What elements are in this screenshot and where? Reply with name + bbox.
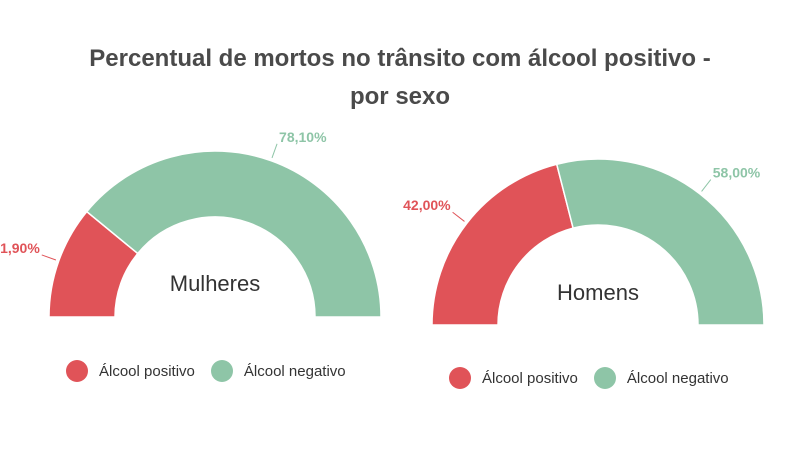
legend-swatch-negativo — [210, 360, 233, 382]
legend-mulheres: Álcool positivo Álcool negativo — [66, 360, 362, 382]
legend-swatch-positivo — [449, 367, 471, 389]
data-label-homens-alcool-positivo: 42,00% — [403, 197, 451, 213]
label-connector-homens-alcool-positivo — [452, 211, 465, 222]
legend-swatch-negativo — [593, 367, 616, 389]
slice-homens-alcool-negativo[interactable] — [555, 158, 765, 326]
legend-homens: Álcool positivo Álcool negativo — [449, 367, 745, 389]
slice-homens-alcool-positivo[interactable] — [431, 163, 575, 326]
legend-item-negativo[interactable]: Álcool negativo — [210, 360, 346, 382]
legend-item-positivo[interactable]: Álcool positivo — [66, 360, 195, 382]
center-label-homens: Homens — [557, 280, 639, 305]
chart-title-line-1: Percentual de mortos no trânsito com álc… — [89, 45, 711, 72]
legend-label-negativo: Álcool negativo — [626, 369, 729, 387]
slice-mulheres-alcool-negativo[interactable] — [85, 150, 382, 318]
label-connector-mulheres-alcool-negativo — [271, 143, 278, 159]
data-label-homens-alcool-negativo: 58,00% — [713, 165, 761, 181]
legend-item-negativo[interactable]: Álcool negativo — [593, 367, 729, 389]
label-connector-mulheres-alcool-positivo — [41, 254, 57, 261]
legend-label-negativo: Álcool negativo — [243, 362, 346, 380]
legend-item-positivo[interactable]: Álcool positivo — [449, 367, 578, 389]
legend-swatch-positivo — [66, 360, 88, 382]
data-label-mulheres-alcool-positivo: 21,90% — [0, 240, 40, 256]
label-connector-homens-alcool-negativo — [701, 179, 712, 192]
legend-label-positivo: Álcool positivo — [99, 362, 195, 380]
chart-title: Percentual de mortos no trânsito com álc… — [0, 40, 800, 116]
data-label-mulheres-alcool-negativo: 78,10% — [279, 129, 327, 145]
legend-label-positivo: Álcool positivo — [482, 369, 578, 387]
chart-title-line-2: por sexo — [349, 83, 451, 110]
center-label-mulheres: Mulheres — [170, 271, 260, 296]
